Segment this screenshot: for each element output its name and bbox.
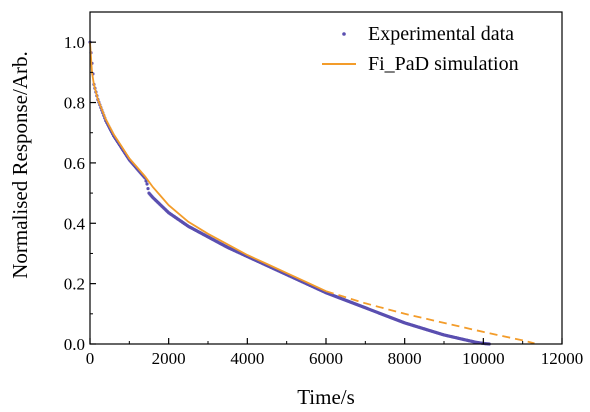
x-tick-label: 2000	[152, 349, 186, 368]
x-tick-label: 10000	[462, 349, 505, 368]
legend: Experimental data Fi_PaD simulation	[322, 23, 519, 75]
y-axis-title: Normalised Response/Arb.	[8, 51, 32, 278]
series-simulation-extrapolated	[325, 290, 535, 345]
y-tick-label: 0.4	[64, 214, 86, 233]
y-tick-label: 0.0	[64, 335, 85, 354]
y-tick-label: 0.8	[64, 94, 85, 113]
x-tick-label: 4000	[230, 349, 264, 368]
series-experimental	[88, 40, 491, 346]
x-tick-label: 6000	[309, 349, 343, 368]
x-axis-title: Time/s	[297, 385, 355, 409]
x-tick-label: 12000	[541, 349, 584, 368]
x-tick-label: 8000	[388, 349, 422, 368]
legend-marker-experimental	[342, 32, 346, 36]
data-point	[145, 182, 149, 186]
x-tick-label: 0	[86, 349, 95, 368]
legend-label-simulation: Fi_PaD simulation	[368, 53, 519, 75]
plot-area	[88, 40, 535, 346]
y-tick-label: 0.6	[64, 154, 85, 173]
series-simulation	[89, 42, 327, 293]
data-point	[146, 186, 150, 191]
y-tick-label: 0.2	[64, 275, 85, 294]
y-tick-label: 1.0	[64, 33, 85, 52]
legend-label-experimental: Experimental data	[368, 23, 514, 45]
axis-ticks: 0 2000 4000 6000 8000 10000 12000 0.0 0.2 0.4 0.6 0…	[64, 11, 584, 368]
